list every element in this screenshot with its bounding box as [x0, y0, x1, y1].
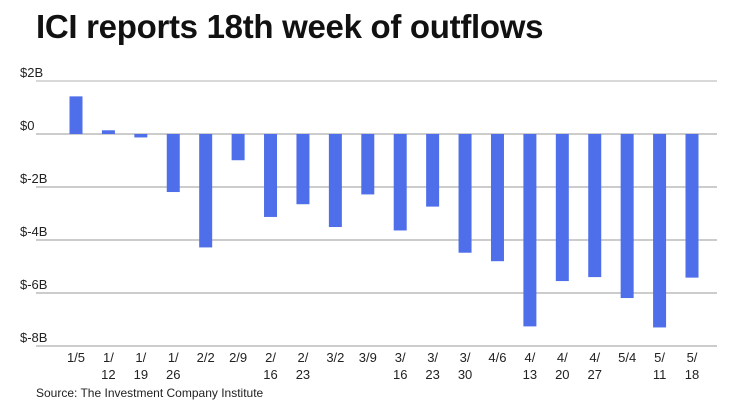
- bar-1-12: [101, 130, 115, 134]
- x-tick-label: 12: [101, 367, 115, 382]
- x-tick-label: 2/2: [197, 350, 215, 365]
- x-tick-label: 5/: [687, 350, 698, 365]
- x-tick-label: 5/: [654, 350, 665, 365]
- bar-4-20: [555, 134, 569, 282]
- bar-2-16: [264, 134, 278, 217]
- x-tick-label: 1/: [168, 350, 179, 365]
- bar-1-19: [134, 134, 148, 138]
- x-tick-label: 26: [166, 367, 180, 382]
- bar-2-9: [231, 134, 245, 161]
- x-tick-label: 1/5: [67, 350, 85, 365]
- x-tick-label: 4/: [524, 350, 535, 365]
- y-tick-label: $-4B: [20, 224, 47, 239]
- x-tick-label: 16: [393, 367, 407, 382]
- x-tick-label: 3/: [460, 350, 471, 365]
- y-tick-label: $2B: [20, 65, 43, 80]
- bar-3-16: [393, 134, 407, 231]
- y-tick-label: $0: [20, 118, 34, 133]
- y-tick-label: $-2B: [20, 171, 47, 186]
- bar-1-5: [69, 96, 83, 134]
- bar-3-9: [361, 134, 375, 195]
- bar-5-11: [653, 134, 667, 328]
- x-tick-label: 4/: [557, 350, 568, 365]
- x-tick-label: 18: [685, 367, 699, 382]
- x-tick-label: 1/: [135, 350, 146, 365]
- x-tick-label: 3/: [427, 350, 438, 365]
- x-tick-label: 23: [296, 367, 310, 382]
- bar-3-2: [328, 134, 342, 228]
- x-tick-label: 4/: [589, 350, 600, 365]
- x-tick-label: 2/9: [229, 350, 247, 365]
- x-tick-label: 3/9: [359, 350, 377, 365]
- bar-4-6: [490, 134, 504, 262]
- y-tick-label: $-6B: [20, 277, 47, 292]
- x-tick-label: 16: [263, 367, 277, 382]
- x-tick-label: 27: [588, 367, 602, 382]
- x-tick-label: 23: [425, 367, 439, 382]
- x-tick-label: 3/: [395, 350, 406, 365]
- x-tick-label: 19: [134, 367, 148, 382]
- x-tick-label: 2/: [298, 350, 309, 365]
- bar-5-4: [620, 134, 634, 299]
- x-tick-label: 3/2: [326, 350, 344, 365]
- bar-4-27: [588, 134, 602, 278]
- bar-1-26: [166, 134, 180, 193]
- chart-title: ICI reports 18th week of outflows: [36, 8, 544, 45]
- x-tick-label: 2/: [265, 350, 276, 365]
- x-tick-label: 11: [653, 367, 667, 382]
- bar-5-18: [685, 134, 699, 278]
- bar-4-13: [523, 134, 537, 327]
- x-tick-label: 4/6: [488, 350, 506, 365]
- bar-2-23: [296, 134, 310, 205]
- bar-2-2: [199, 134, 213, 248]
- bar-3-30: [458, 134, 472, 253]
- x-tick-label: 20: [555, 367, 569, 382]
- x-tick-label: 30: [458, 367, 472, 382]
- x-tick-label: 13: [523, 367, 537, 382]
- y-tick-label: $-8B: [20, 330, 47, 345]
- bar-3-23: [426, 134, 440, 207]
- x-tick-label: 1/: [103, 350, 114, 365]
- x-tick-label: 5/4: [618, 350, 636, 365]
- chart-source: Source: The Investment Company Institute: [36, 386, 264, 400]
